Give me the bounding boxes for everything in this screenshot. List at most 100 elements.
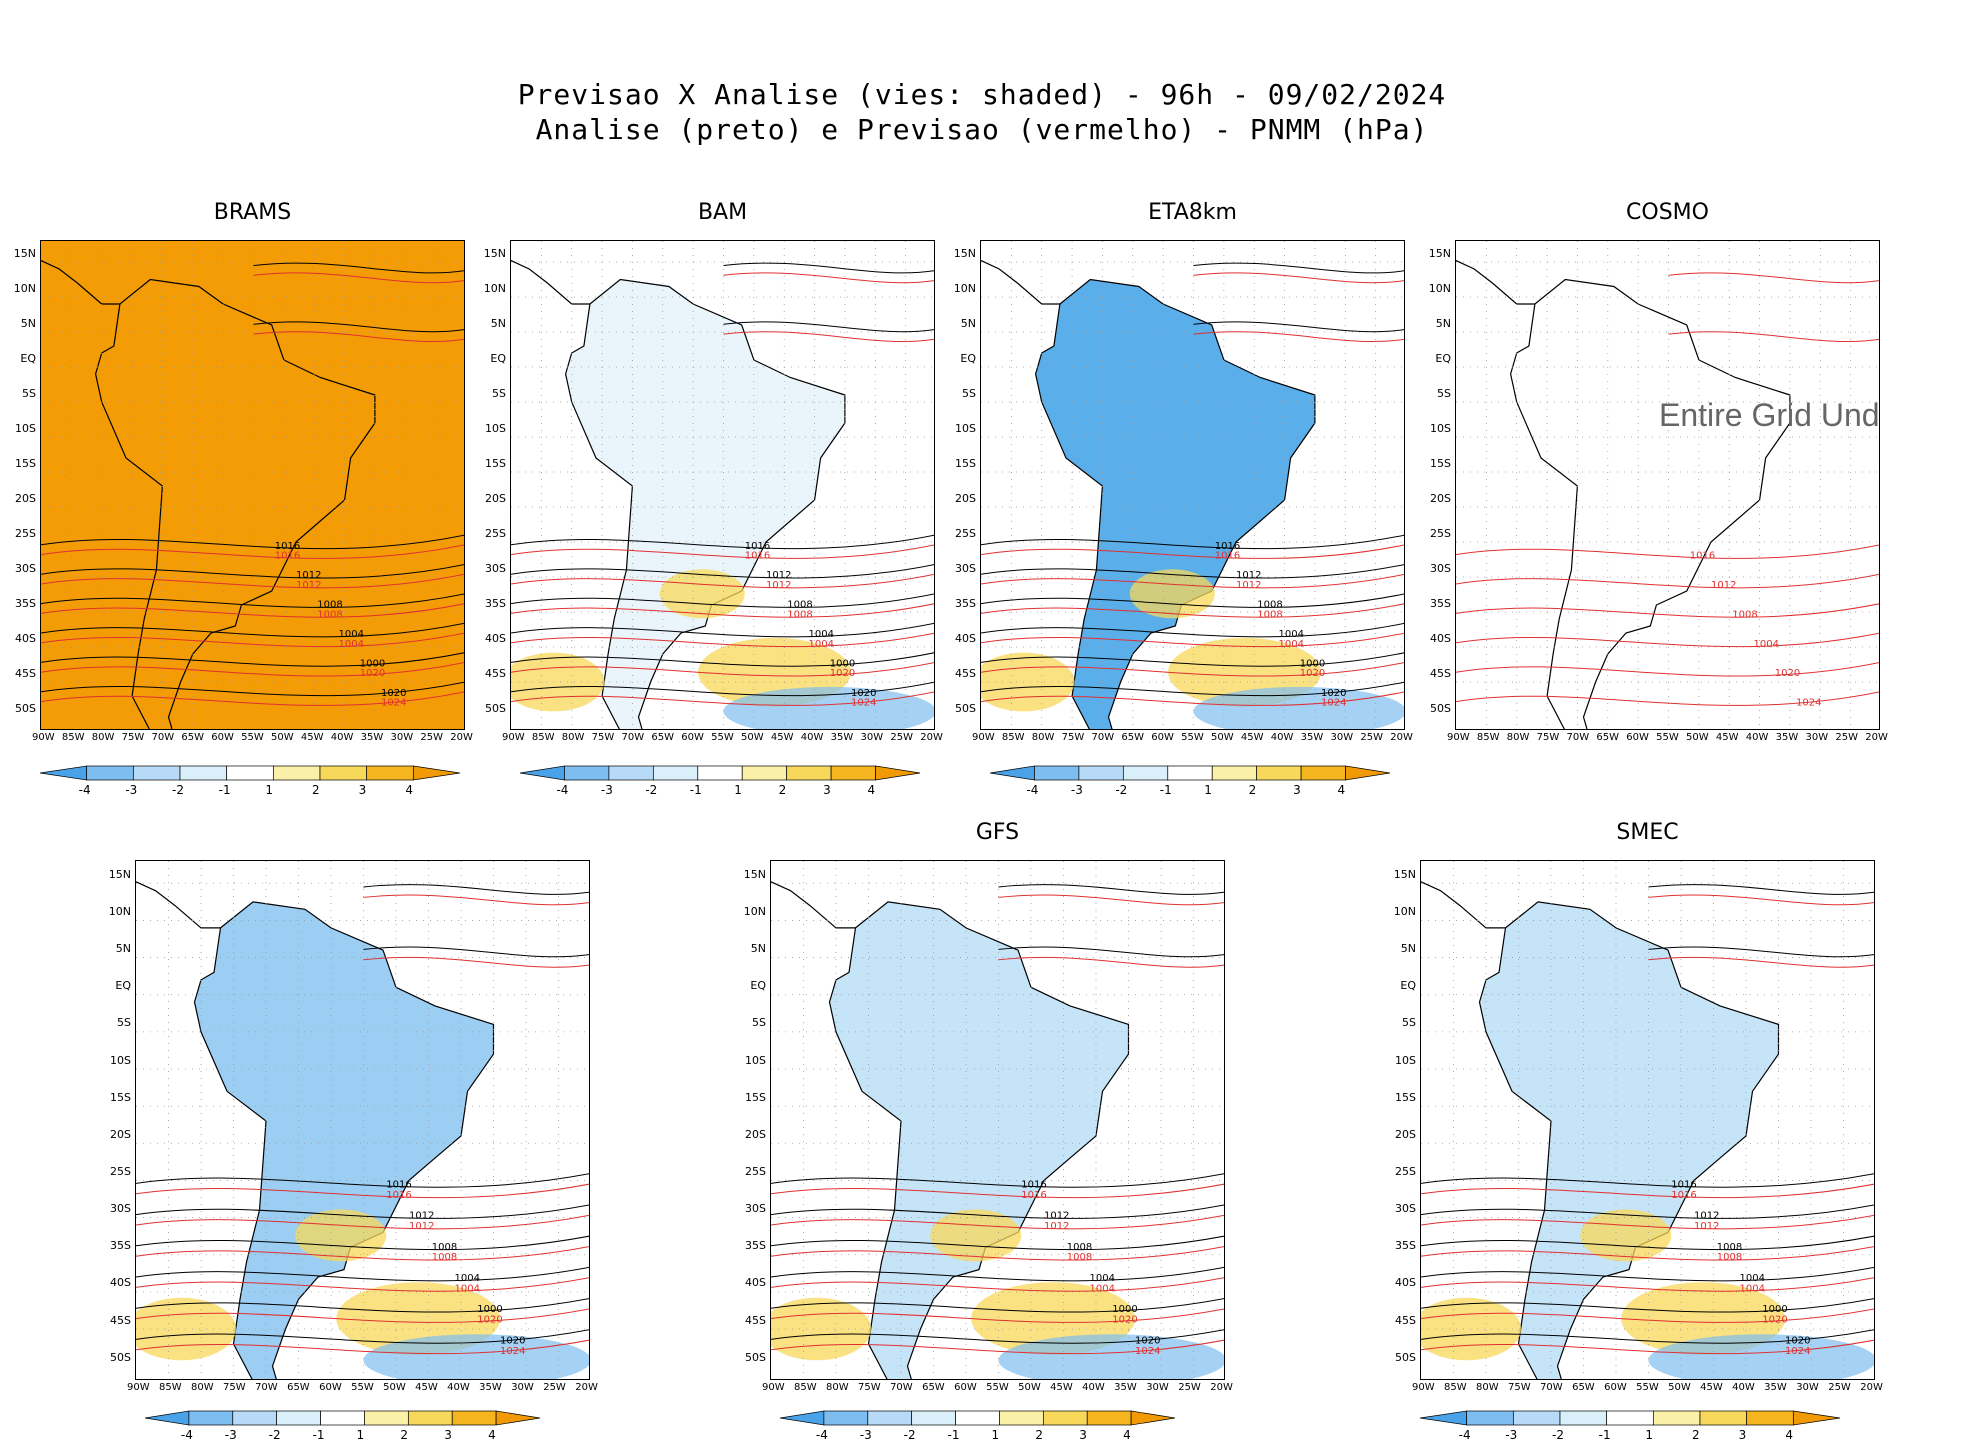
lon-tick-label: 25W <box>1178 1382 1201 1393</box>
isobar-label: 1008 <box>317 600 342 611</box>
colorbar-label: -3 <box>224 1428 237 1442</box>
isobar-label: 1012 <box>1044 1211 1069 1222</box>
lon-tick-label: 60W <box>954 1382 977 1393</box>
isobar-label: 1020 <box>830 668 855 679</box>
lon-tick-label: 45W <box>1050 1382 1073 1393</box>
lon-tick-label: 20W <box>1390 732 1413 743</box>
isobar-line <box>723 321 934 333</box>
lat-tick-label: EQ <box>750 979 766 993</box>
lon-tick-label: 30W <box>1330 732 1354 743</box>
continent-outline <box>1478 901 1780 1379</box>
colorbar-label: -1 <box>689 783 702 797</box>
isobar-line <box>363 884 589 895</box>
isobar-label: 1012 <box>296 580 321 591</box>
isobar-line <box>771 1339 1224 1355</box>
colorbar-segment <box>955 1410 1000 1426</box>
lon-tick-label: 90W <box>32 732 55 743</box>
colorbar-label: 4 <box>1337 783 1346 797</box>
isobar-line <box>136 1277 589 1292</box>
isobar-line <box>771 1277 1224 1292</box>
isobar-line <box>41 691 464 706</box>
cold-bias-patch <box>1193 686 1404 729</box>
lon-tick-label: 50W <box>1686 732 1709 743</box>
lat-tick-label: 20S <box>1395 1127 1416 1141</box>
lon-tick-label: 90W <box>1447 732 1470 743</box>
isobar-line <box>1421 1298 1874 1313</box>
lon-tick-label: 35W <box>1764 1382 1787 1393</box>
lon-tick-label: 30W <box>1796 1382 1819 1393</box>
isobar-label: 1016 <box>1215 551 1240 562</box>
isobar-line <box>1421 1329 1874 1344</box>
isobar-line <box>771 1329 1224 1344</box>
colorbar-segment <box>608 765 654 781</box>
isobar-label: 1008 <box>787 600 812 611</box>
isobar-line <box>1456 544 1879 559</box>
lat-tick-label: 15S <box>1395 1090 1416 1104</box>
lat-tick-label: 30S <box>1430 562 1451 575</box>
isobar-label: 1008 <box>1067 1252 1092 1263</box>
isobar-label: 1004 <box>1090 1273 1115 1284</box>
colorbar-segment <box>990 765 1035 781</box>
isobar-line <box>41 662 464 677</box>
isobar-line <box>771 1246 1224 1261</box>
colorbar-label: -1 <box>1159 783 1172 797</box>
lon-tick-label: 55W <box>1656 732 1679 743</box>
central-america-outline <box>41 259 120 305</box>
lon-tick-label: 85W <box>159 1382 182 1393</box>
lon-tick-label: 40W <box>1745 732 1769 743</box>
lat-tick-label: 15N <box>953 247 976 260</box>
lat-tick-label: 10S <box>15 422 36 435</box>
lon-tick-label: 65W <box>1121 732 1144 743</box>
lon-tick-label: 50W <box>1211 732 1234 743</box>
colorbar-label: -2 <box>268 1428 281 1442</box>
isobar-line <box>136 1235 589 1251</box>
lat-tick-label: 50S <box>955 702 976 715</box>
isobar-label: 1004 <box>339 629 364 640</box>
panel-gfs: GFS 1016 1012 1008 1004 1000 1020 1016 1012 1008 1… <box>744 820 1233 1393</box>
lon-tick-label: 80W <box>191 1382 214 1393</box>
lat-tick-label: 25S <box>1395 1165 1416 1178</box>
colorbar-segment <box>823 1410 869 1426</box>
isobar-label: 1004 <box>455 1283 480 1294</box>
lon-tick-label: 45W <box>300 732 324 743</box>
lat-tick-label: 10N <box>953 282 976 295</box>
isobar-line <box>363 956 589 968</box>
colorbar-segment <box>86 765 134 781</box>
isobar-line <box>511 652 934 667</box>
isobar-label: 1020 <box>1762 1315 1787 1326</box>
isobar-label: 1024 <box>1796 698 1821 709</box>
isobar-label: 1016 <box>386 1179 411 1190</box>
lon-tick-label: 70W <box>1540 1382 1563 1393</box>
lat-tick-label: 30S <box>110 1202 131 1216</box>
isobar-line <box>981 573 1404 589</box>
isobar-label: 1008 <box>1257 600 1282 611</box>
colorbar-label: 3 <box>444 1428 452 1442</box>
isobar-label: 1012 <box>296 570 321 581</box>
lon-tick-label: 35W <box>479 1382 502 1393</box>
lat-tick-label: 30S <box>745 1202 766 1216</box>
lon-tick-label: 45W <box>770 732 794 743</box>
isobar-line <box>1193 262 1404 274</box>
lat-tick-label: 5S <box>1402 1016 1416 1030</box>
figure-title-line2: Analise (preto) e Previsao (vermelho) - … <box>535 113 1429 146</box>
lat-tick-label: 10S <box>1395 1053 1416 1067</box>
isobar-label: 1008 <box>1717 1242 1742 1253</box>
isobar-line <box>981 603 1404 618</box>
lon-tick-label: 55W <box>1636 1382 1659 1393</box>
lon-tick-label: 55W <box>241 732 264 743</box>
lat-tick-label: EQ <box>490 352 506 365</box>
isobar-line <box>136 1183 589 1199</box>
lat-tick-label: EQ <box>115 979 131 993</box>
panel-title: ETA8km <box>1148 200 1237 225</box>
colorbar-segment <box>495 1410 540 1426</box>
isobar-line <box>1648 894 1874 906</box>
isobar-line <box>511 622 934 638</box>
isobar-label: 1012 <box>409 1211 434 1222</box>
isobar-label: 1000 <box>1112 1304 1137 1315</box>
lat-tick-label: 40S <box>15 632 36 645</box>
colorbar-segment <box>364 1410 409 1426</box>
isobar-line <box>981 652 1404 667</box>
lat-tick-label: 45S <box>485 667 506 680</box>
colorbar-label: -3 <box>125 783 138 797</box>
isobar-line <box>1648 884 1874 895</box>
